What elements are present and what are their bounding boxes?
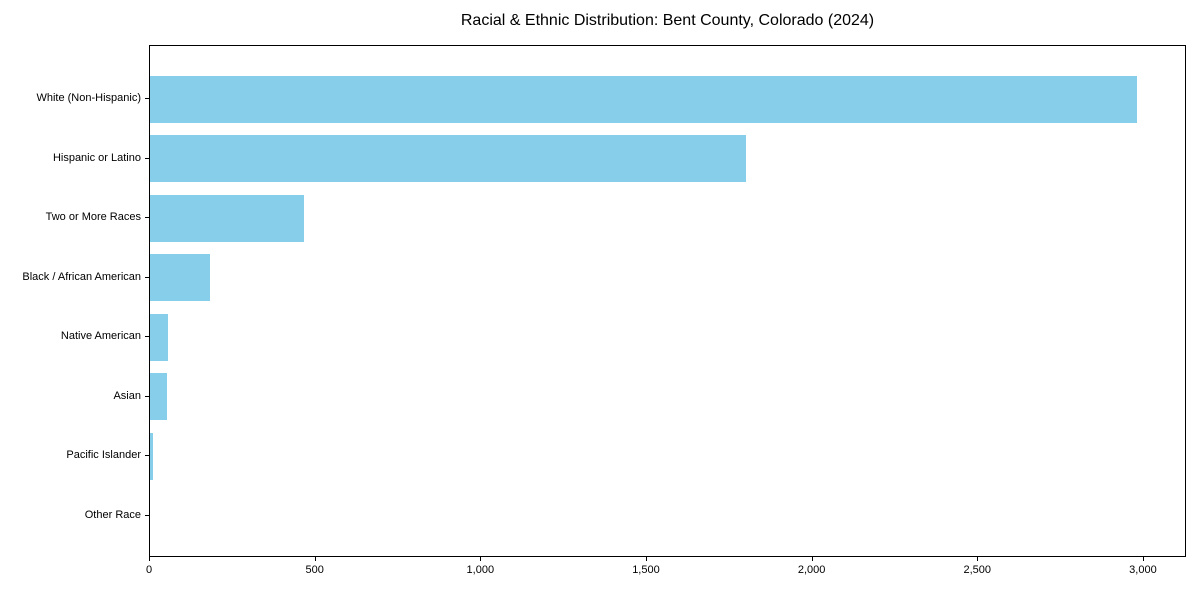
x-tick-label-500: 500	[305, 564, 324, 576]
x-tick-label-0: 0	[145, 564, 153, 576]
y-tick-label-black-african-american: Black / African American	[22, 270, 141, 283]
bar-white-non-hispanic	[150, 75, 1138, 123]
y-tick-label-hispanic-or-latino: Hispanic or Latino	[52, 151, 141, 164]
bar-pacific-islander	[150, 432, 153, 480]
bar-hispanic-or-latino	[150, 135, 747, 183]
x-tick-mark	[645, 557, 647, 561]
chart-title: Racial & Ethnic Distribution: Bent Count…	[460, 12, 875, 29]
bar-two-or-more-races	[150, 194, 305, 242]
y-tick-mark	[145, 395, 149, 397]
x-tick-mark	[149, 557, 150, 561]
y-tick-mark	[145, 336, 149, 338]
y-tick-mark	[145, 455, 149, 457]
x-tick-label-3000: 3,000	[1129, 564, 1157, 576]
y-tick-mark	[145, 98, 149, 99]
y-tick-label-two-or-more-races: Two or More Races	[45, 211, 141, 224]
x-tick-label-1000: 1,000	[466, 564, 495, 576]
plot-area	[149, 45, 1186, 557]
x-tick-mark	[811, 557, 813, 561]
x-tick-mark	[314, 557, 316, 561]
bar-native-american	[150, 313, 169, 361]
x-tick-mark	[977, 557, 979, 561]
x-tick-label-2500: 2,500	[963, 564, 992, 576]
y-tick-mark	[145, 515, 149, 516]
y-tick-label-pacific-islander: Pacific Islander	[66, 449, 141, 462]
bar-asian	[150, 373, 167, 421]
y-tick-label-white-non-hispanic: White (Non-Hispanic)	[36, 92, 141, 104]
y-tick-mark	[145, 157, 149, 159]
x-tick-mark	[480, 557, 482, 561]
x-tick-mark	[1142, 557, 1144, 561]
x-tick-label-1500: 1,500	[632, 564, 660, 576]
x-tick-label-2000: 2,000	[797, 564, 826, 576]
y-tick-mark	[145, 276, 149, 278]
y-tick-mark	[145, 217, 149, 219]
y-tick-label-asian: Asian	[113, 389, 141, 402]
bar-black-african-american	[150, 254, 210, 302]
y-tick-label-native-american: Native American	[60, 330, 141, 343]
y-tick-label-other-race: Other Race	[84, 509, 141, 521]
